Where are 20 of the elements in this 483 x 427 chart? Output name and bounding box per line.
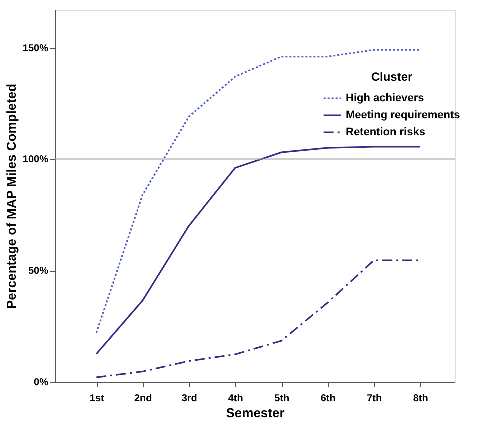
x-tick-label: 7th bbox=[367, 394, 382, 404]
x-tick-label: 5th bbox=[274, 394, 290, 404]
legend-label: High achievers bbox=[346, 92, 424, 104]
y-tick-label: 100% bbox=[22, 154, 49, 166]
line-series bbox=[96, 260, 422, 378]
y-axis-title: Percentage of MAP Miles Completed bbox=[4, 84, 19, 310]
x-tick-label: 1st bbox=[90, 394, 106, 404]
line-series bbox=[96, 146, 422, 355]
y-tick-label: 50% bbox=[28, 266, 49, 278]
x-tick-label: 2nd bbox=[134, 394, 152, 404]
legend-label: Meeting requirements bbox=[346, 110, 460, 122]
x-tick-label: 8th bbox=[413, 394, 428, 404]
y-tick-label: 0% bbox=[34, 378, 49, 388]
y-tick-label: 150% bbox=[22, 43, 49, 54]
legend-label: Retention risks bbox=[346, 126, 426, 138]
x-axis-title: Semester bbox=[226, 406, 285, 420]
x-tick-label: 4th bbox=[228, 394, 244, 404]
x-tick-label: 6th bbox=[320, 394, 336, 404]
legend-title: Cluster bbox=[371, 70, 413, 84]
x-tick-label: 3rd bbox=[182, 394, 198, 404]
